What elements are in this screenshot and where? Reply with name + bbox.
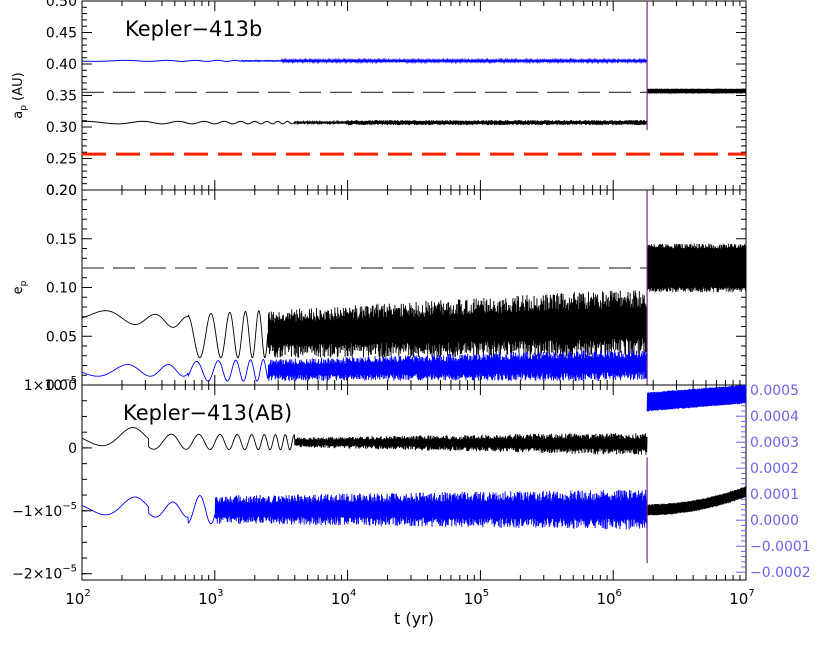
right-y-tick-label: 0.0001 xyxy=(750,487,799,503)
y-tick-label: 1×10−5 xyxy=(24,375,77,394)
panel-eccentricity: 0.00 0.05 0.10 0.15 0.20 ep xyxy=(11,183,747,394)
y-tick-label: 0.30 xyxy=(46,120,77,136)
series-black xyxy=(81,290,648,359)
series-black-after xyxy=(646,88,747,94)
y-tick-label: 0.50 xyxy=(46,0,77,10)
y-tick-label: −1×10−5 xyxy=(12,501,77,520)
annotation-kepler-413b: Kepler−413b xyxy=(125,17,262,41)
annotation-kepler-413ab: Kepler−413(AB) xyxy=(123,401,292,425)
x-axis: 102 103 104 105 106 107 xyxy=(65,588,754,608)
x-tick-label: 106 xyxy=(596,588,621,608)
y-axis-label: ap (AU) xyxy=(11,72,29,118)
x-tick-label: 104 xyxy=(331,588,356,608)
y-tick-label: 0 xyxy=(68,441,77,457)
y-tick-label: 0.45 xyxy=(46,26,77,42)
panels: 0.20 0.25 0.30 0.35 0.40 0.45 0.50 ap (AU) Keple… xyxy=(11,0,811,583)
x-tick-label: 103 xyxy=(198,588,223,608)
right-y-tick-label: −0.0002 xyxy=(750,565,811,581)
y-axis-label: ep xyxy=(11,280,29,294)
series-blue-after xyxy=(646,384,747,412)
y-tick-label: 0.15 xyxy=(46,232,77,248)
y-tick-label: 0.20 xyxy=(46,183,77,199)
right-y-tick-label: 0.0003 xyxy=(750,435,799,451)
panel-frame xyxy=(81,384,747,581)
x-axis-label: t (yr) xyxy=(394,609,434,628)
y-tick-label: 0.00 xyxy=(46,378,77,394)
y-tick-label: 0.05 xyxy=(46,329,77,345)
x-tick-label: 102 xyxy=(65,588,90,608)
right-y-tick-label: −0.0001 xyxy=(750,539,811,555)
y-tick-label: 0.35 xyxy=(46,89,77,105)
y-tick-label: 0.40 xyxy=(46,57,77,73)
series-black xyxy=(82,119,648,126)
series-blue xyxy=(81,57,648,65)
series-blue xyxy=(81,349,648,382)
x-tick-label: 105 xyxy=(464,588,489,608)
series-black-after xyxy=(646,243,747,293)
right-y-tick-label: 0.0004 xyxy=(750,409,799,425)
y-tick-label: 0.20 xyxy=(46,183,77,199)
panel-semi-major-axis: 0.20 0.25 0.30 0.35 0.40 0.45 0.50 ap (AU) Keple… xyxy=(11,0,747,199)
series-black xyxy=(81,427,648,455)
right-y-tick-label: 0.0000 xyxy=(750,513,799,529)
right-y-tick-label: 0.0002 xyxy=(750,461,799,477)
y-tick-label: 0.10 xyxy=(46,281,77,297)
right-y-tick-label: 0.0005 xyxy=(750,383,799,399)
y-tick-label: 0.25 xyxy=(46,152,77,168)
panel-binary: 1×10−5 0 −1×10−5 −2×10−5 0.0005 0.0004 0.0003 0… xyxy=(12,375,811,583)
series-blue xyxy=(81,489,648,530)
series-black-after xyxy=(646,485,747,516)
y-tick-label: −2×10−5 xyxy=(12,564,77,583)
x-tick-label: 107 xyxy=(729,588,754,608)
